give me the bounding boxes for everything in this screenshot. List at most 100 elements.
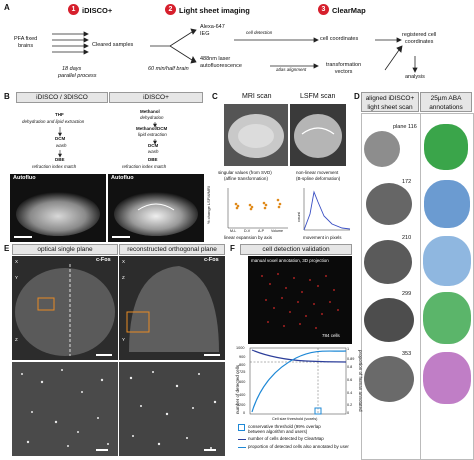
b-wash-left: wash (56, 143, 67, 148)
c-tick-ml: M-L (230, 229, 237, 233)
transform-vectors: transformation vectors (326, 62, 362, 75)
lsfm-title: LSFM scan (300, 93, 336, 100)
e-left-cfos: c-Fos (96, 257, 111, 263)
c-right-curve (303, 190, 351, 231)
input-arrows (52, 31, 89, 55)
f-tick-left-0: 0 (243, 411, 246, 415)
panel-f-label: F (230, 244, 235, 253)
b-right-header: iDISCO+ (109, 92, 203, 103)
b-methanol: Methanol (140, 109, 160, 114)
d-atlas-299 (423, 292, 471, 344)
c-tick-volume: Volume (271, 229, 283, 233)
cell-coordinates: cell coordinates (320, 36, 359, 42)
b-autofluo-left-image (10, 174, 106, 242)
scale-bar (96, 354, 112, 356)
minutes-label: 60 min/half brain (148, 66, 189, 72)
step-3-title: ClearMap (332, 6, 366, 15)
f-tick-left-800: 800 (239, 363, 246, 367)
e-right-cfos: c-Fos (204, 257, 219, 263)
f-tick-right-08: 0.8 (347, 365, 353, 369)
scale-bar (204, 449, 216, 451)
c-tick-dv: D-V (244, 229, 251, 233)
panel-e-label: E (4, 244, 10, 253)
f-legend-count: number of cells detected by ClearMap (248, 436, 324, 441)
c-right-xlabel: movement in pixels (303, 235, 342, 240)
panel-b-label: B (4, 92, 10, 101)
f-projection-image (248, 256, 352, 344)
c-left-xlabel: linear expansion by axis (224, 235, 273, 240)
e-left-axis-x: X (15, 259, 19, 264)
days-label: 18 days (62, 66, 82, 72)
f-legend-threshold-swatch (238, 424, 245, 431)
panel-d-label: D (354, 92, 360, 101)
scale-bar (112, 236, 130, 238)
d-right-header: 25µm ABA annotations (420, 92, 472, 112)
step-3-badge: 3 (318, 4, 329, 15)
f-tick-right-1: 1 (347, 347, 350, 351)
f-count-line (251, 349, 347, 363)
f-legend-proportion-swatch (238, 447, 246, 449)
step-2-badge: 2 (165, 4, 176, 15)
d-left-column (361, 113, 421, 460)
f-tick-right-089: 0.89 (347, 357, 355, 361)
scale-bar (96, 449, 108, 451)
f-tick-right-02: 0.2 (347, 403, 353, 407)
d-scan-172 (366, 183, 412, 225)
f-legend-count-swatch (238, 439, 246, 441)
laser-label: 488nm laser autofluorescence (200, 56, 242, 69)
d-plane-210: 210 (402, 235, 412, 241)
b-dbe-right: DBE (148, 157, 158, 162)
scale-bar (14, 236, 32, 238)
e-left-zoom-image (12, 362, 118, 456)
b-left-header: iDISCO / 3DISCO (16, 92, 108, 103)
e-right-axis-y: Y (122, 337, 126, 342)
e-left-header: optical single plane (12, 244, 118, 255)
b-ri-right: refraction index match (122, 164, 167, 169)
c-left-chart (227, 188, 288, 229)
input-brains: PFA fixed brains (14, 36, 38, 49)
c-tick-ap: A-P (258, 229, 264, 233)
f-tick-left-400: 400 (239, 393, 246, 397)
c-right-chart (303, 188, 351, 231)
f-tick-left-200: 200 (239, 403, 246, 407)
c-left-ylabel: % change LSFM/MRI (206, 185, 211, 224)
e-left-axis-z: Z (15, 337, 18, 342)
processing-arrows (234, 37, 319, 69)
panel-a-label: A (4, 3, 10, 12)
d-atlas-116 (424, 124, 468, 170)
step-1-badge: 1 (68, 4, 79, 15)
split-arrows (150, 28, 197, 64)
b-dehydration: dehydration (140, 115, 164, 120)
step-1-title: iDISCO+ (82, 6, 113, 15)
d-atlas-353 (423, 352, 471, 404)
parallel-label: parallel process (58, 73, 97, 79)
step-2-title: Light sheet imaging (179, 6, 250, 15)
d-scan-299 (364, 298, 414, 342)
f-chart (249, 347, 347, 415)
f-ylabel-right: proportion of human annotated (358, 350, 363, 412)
d-plane-353: 353 (402, 351, 412, 357)
d-plane-299: 299 (402, 291, 412, 297)
e-left-axis-y: Y (15, 275, 19, 280)
b-dbe-left: DBE (55, 157, 65, 162)
d-plane-116: plane 116 (393, 124, 417, 130)
b-dcm-left: DCM (55, 136, 66, 141)
f-tick-right-06: 0.6 (347, 378, 353, 382)
f-legend-proportion: proportion of detected cells also annota… (248, 444, 349, 449)
f-legend-threshold: conservative threshold (99% overlap betw… (248, 424, 321, 435)
nonlinear-title: non-linear movement (296, 170, 339, 175)
b-autofluo-left-label: Autofluo (13, 175, 36, 181)
scale-bar (204, 354, 220, 356)
e-right-header: reconstructed orthogonal plane (119, 244, 225, 255)
f-tick-right-04: 0.4 (347, 391, 353, 395)
f-proportion-line (251, 350, 347, 413)
b-dcm-right: DCM (148, 143, 159, 148)
singular-values: singular values (from SVD) (218, 170, 272, 175)
b-thf: THF (55, 112, 64, 117)
mri-title: MRI scan (242, 93, 272, 100)
registered-coords: registered cell coordinates (402, 32, 437, 45)
alexa-label: Alexa-647 IEG (200, 24, 225, 37)
d-scan-353 (364, 356, 414, 402)
b-wash-right: wash (148, 149, 159, 154)
f-tick-left-900: 900 (239, 355, 246, 359)
